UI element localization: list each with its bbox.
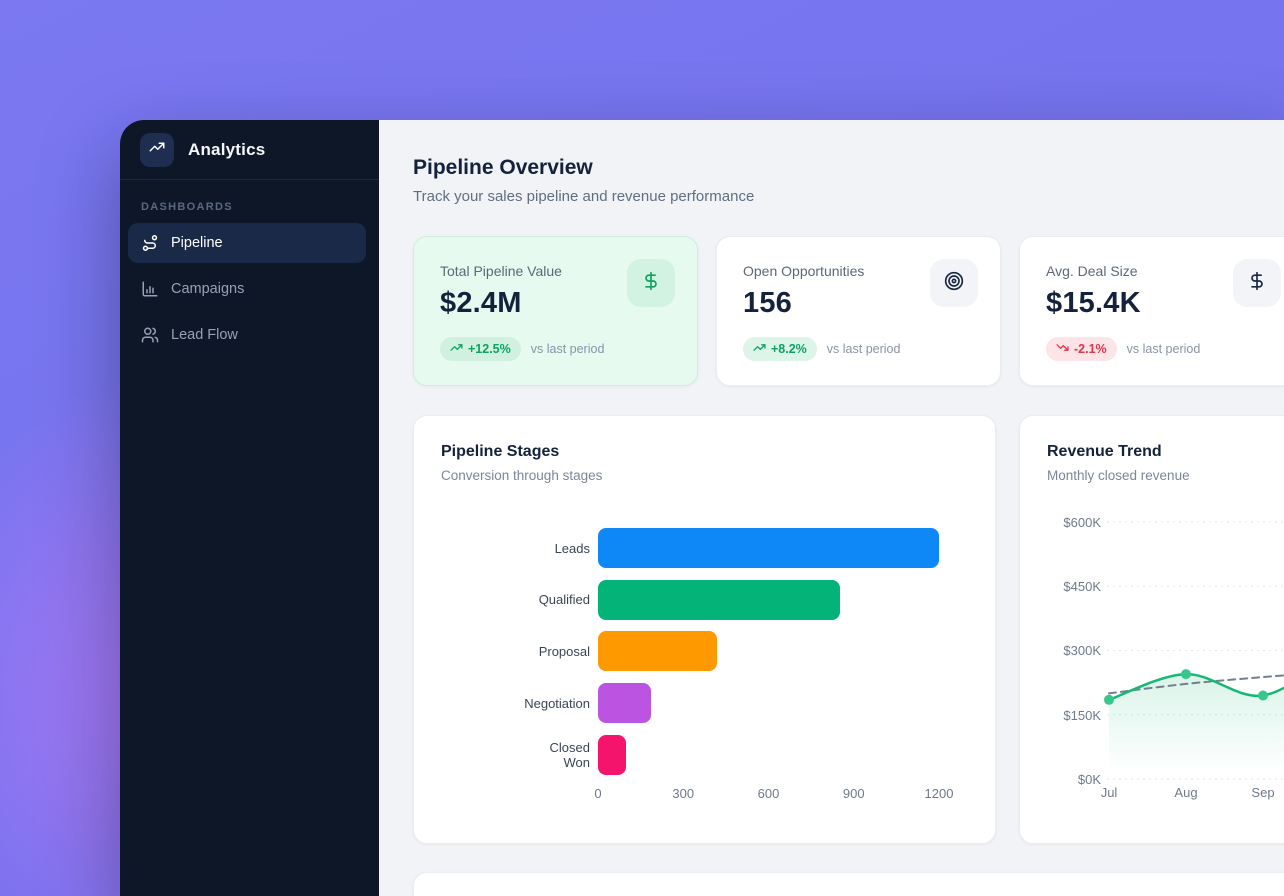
- stage-bar[interactable]: [598, 579, 840, 620]
- x-tick: 600: [757, 786, 780, 802]
- app-window: Analytics DASHBOARDS Pipeline Campaigns: [120, 120, 1284, 896]
- bar-row: Leads: [414, 528, 995, 568]
- y-tick: $150K: [1063, 708, 1101, 723]
- x-tick: Sep: [1251, 785, 1275, 800]
- bar-chart: Leads Qualified Proposal Negotiation: [414, 528, 995, 804]
- charts-row: Pipeline Stages Conversion through stage…: [413, 415, 1284, 844]
- main-content: Pipeline Overview Track your sales pipel…: [379, 120, 1284, 896]
- x-tick: 300: [672, 786, 695, 802]
- kpi-card-open-opportunities[interactable]: Open Opportunities 156 +8.2% vs last per…: [716, 236, 1001, 386]
- bar-category-label: Negotiation: [524, 695, 590, 711]
- y-tick: $450K: [1063, 579, 1101, 594]
- kpi-row: Total Pipeline Value $2.4M +12.5% vs las…: [413, 236, 1284, 386]
- bar-row: Qualified: [414, 579, 995, 620]
- x-tick: Aug: [1174, 785, 1198, 800]
- kpi-label: Avg. Deal Size: [1046, 263, 1138, 279]
- bar-row: Closed Won: [414, 734, 995, 775]
- bar-category-label: Leads: [554, 540, 590, 556]
- chart-subtitle: Conversion through stages: [441, 468, 603, 483]
- sidebar-item-label: Lead Flow: [171, 327, 238, 343]
- compare-text: vs last period: [1126, 342, 1201, 356]
- kpi-value: $15.4K: [1046, 287, 1141, 319]
- sidebar: Analytics DASHBOARDS Pipeline Campaigns: [120, 120, 379, 896]
- kpi-label: Open Opportunities: [743, 263, 865, 279]
- y-tick: $300K: [1063, 643, 1101, 658]
- page-subtitle: Track your sales pipeline and revenue pe…: [413, 188, 755, 205]
- bottom-card: [413, 872, 1284, 896]
- kpi-icon-tile: [627, 259, 675, 307]
- chart-subtitle: Monthly closed revenue: [1047, 468, 1190, 483]
- dollar-icon: [641, 271, 661, 296]
- x-tick: 900: [842, 786, 865, 802]
- stage-bar[interactable]: [598, 734, 627, 775]
- bar-category-label: Proposal: [538, 643, 590, 659]
- kpi-value: 156: [743, 287, 792, 319]
- kpi-value: $2.4M: [440, 287, 522, 319]
- bar-row: Proposal: [414, 631, 995, 672]
- sidebar-section-label: DASHBOARDS: [141, 201, 233, 213]
- line-chart[interactable]: [1020, 416, 1284, 844]
- trending-up-icon: [753, 341, 766, 357]
- x-axis: 0 300 600 900 1200: [594, 786, 953, 804]
- app-title: Analytics: [188, 139, 266, 159]
- delta-badge: -2.1%: [1046, 337, 1117, 361]
- sidebar-header: Analytics: [120, 120, 379, 180]
- sidebar-item-label: Pipeline: [171, 235, 223, 251]
- sidebar-item-pipeline[interactable]: Pipeline: [128, 223, 366, 263]
- x-tick: 1200: [924, 786, 954, 802]
- x-tick: Jul: [1100, 785, 1118, 800]
- bar-category-label: Qualified: [538, 592, 590, 608]
- y-tick: $600K: [1063, 515, 1101, 530]
- bar-row: Negotiation: [414, 683, 995, 724]
- pipeline-stages-card: Pipeline Stages Conversion through stage…: [413, 415, 996, 844]
- kpi-label: Total Pipeline Value: [440, 263, 562, 279]
- target-icon: [944, 271, 964, 296]
- app-logo: [140, 132, 174, 167]
- x-tick: 0: [594, 786, 602, 802]
- users-icon: [141, 326, 159, 344]
- stage-bar[interactable]: [598, 528, 939, 568]
- revenue-trend-card: Revenue Trend Monthly closed revenue $60…: [1019, 415, 1284, 844]
- y-tick: $0K: [1077, 772, 1101, 787]
- bar-chart-icon: [141, 280, 159, 298]
- kpi-card-avg-deal-size[interactable]: Avg. Deal Size $15.4K -2.1% vs last peri…: [1019, 236, 1284, 386]
- compare-text: vs last period: [530, 342, 605, 356]
- trending-down-icon: [1056, 341, 1069, 357]
- bar-category-label: Closed Won: [549, 739, 590, 770]
- stage-bar[interactable]: [598, 683, 651, 724]
- kpi-icon-tile: [930, 259, 978, 307]
- delta-badge: +8.2%: [743, 337, 817, 361]
- page-title: Pipeline Overview: [413, 156, 593, 179]
- delta-badge: +12.5%: [440, 337, 521, 361]
- kpi-card-total-pipeline-value[interactable]: Total Pipeline Value $2.4M +12.5% vs las…: [413, 236, 698, 386]
- sidebar-item-campaigns[interactable]: Campaigns: [128, 269, 366, 309]
- trending-up-icon: [148, 138, 166, 161]
- chart-title: Pipeline Stages: [441, 443, 560, 460]
- stage-bar[interactable]: [598, 631, 718, 672]
- chart-title: Revenue Trend: [1047, 443, 1162, 460]
- trending-up-icon: [450, 341, 463, 357]
- sidebar-item-label: Campaigns: [171, 281, 245, 297]
- dollar-icon: [1247, 271, 1267, 296]
- kpi-icon-tile: [1233, 259, 1281, 307]
- compare-text: vs last period: [826, 342, 901, 356]
- route-icon: [141, 234, 159, 252]
- sidebar-item-lead-flow[interactable]: Lead Flow: [128, 315, 366, 355]
- sidebar-nav: Pipeline Campaigns Lead Flow: [120, 223, 379, 355]
